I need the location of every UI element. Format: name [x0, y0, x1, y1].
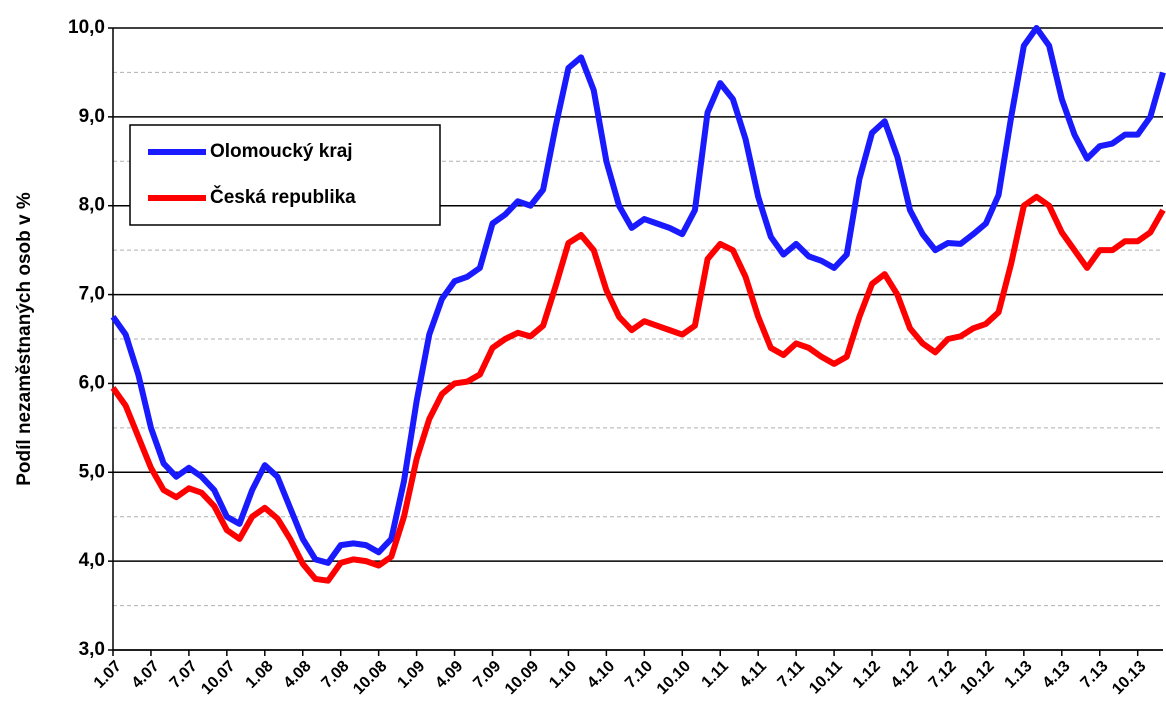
- x-tick-label: 4.13: [1040, 658, 1074, 692]
- series-line: [110, 193, 1166, 584]
- y-tick-label: 4,0: [79, 550, 105, 571]
- y-axis-label: Podíl nezaměstnaných osob v %: [14, 192, 35, 486]
- x-tick-label: 1.12: [850, 658, 884, 692]
- x-tick-label: 4.11: [737, 658, 770, 691]
- x-tick-label: 10.10: [654, 658, 694, 698]
- x-tick-label: 7.07: [167, 658, 201, 692]
- x-tick-label: 1.07: [91, 658, 125, 692]
- x-tick-label: 7.13: [1078, 658, 1112, 692]
- x-tick-label: 7.10: [622, 658, 656, 692]
- x-tick-label: 10.11: [806, 658, 846, 698]
- x-tick-label: 10.12: [957, 658, 997, 698]
- x-tick-label: 4.12: [888, 658, 922, 692]
- x-tick-label: 7.09: [470, 658, 504, 692]
- x-tick-label: 10.09: [502, 658, 542, 698]
- x-tick-label: 1.09: [394, 658, 428, 692]
- x-tick-label: 7.11: [775, 658, 808, 691]
- legend-box: [129, 124, 441, 226]
- x-tick-label: 4.10: [584, 658, 618, 692]
- y-tick-label: 3,0: [79, 639, 105, 660]
- x-tick-label: 10.07: [198, 658, 238, 698]
- y-tick-label: 9,0: [79, 106, 105, 127]
- x-tick-label: 7.12: [926, 658, 960, 692]
- x-tick-label: 1.13: [1002, 658, 1036, 692]
- y-tick-label: 7,0: [79, 284, 105, 305]
- x-tick-label: 10.08: [350, 658, 390, 698]
- x-tick-label: 10.13: [1109, 658, 1149, 698]
- x-tick-label: 4.08: [281, 658, 315, 692]
- y-tick-label: 10,0: [68, 17, 105, 38]
- series-line: [110, 25, 1166, 566]
- legend-label: Olomoucký kraj: [210, 141, 353, 162]
- y-tick-label: 8,0: [79, 195, 105, 216]
- x-tick-label: 1.10: [546, 658, 580, 692]
- legend-label: Česká republika: [210, 186, 356, 208]
- x-tick-label: 4.07: [129, 658, 163, 692]
- x-tick-label: 1.11: [699, 658, 732, 691]
- y-tick-label: 6,0: [79, 372, 105, 393]
- x-tick-label: 4.09: [432, 658, 466, 692]
- y-tick-label: 5,0: [79, 461, 105, 482]
- x-tick-label: 7.08: [318, 658, 352, 692]
- x-tick-label: 1.08: [243, 658, 277, 692]
